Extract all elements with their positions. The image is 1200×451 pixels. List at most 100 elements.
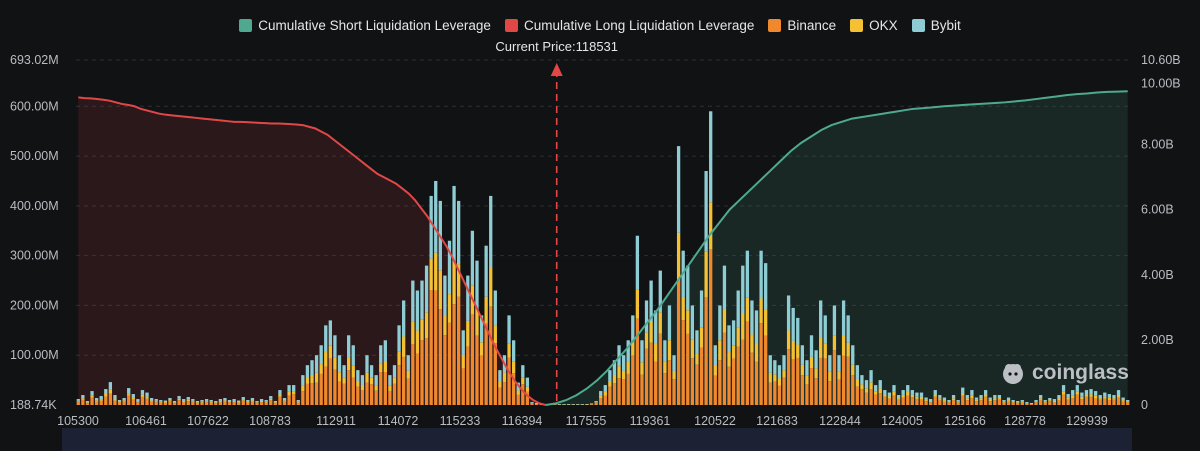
- bar-okx-198: [983, 394, 988, 397]
- bar-bybit-111: [585, 404, 589, 405]
- bar-binance-12: [131, 399, 135, 405]
- legend-swatch-binance: [768, 19, 782, 32]
- bar-binance-162: [819, 357, 823, 405]
- bar-bybit-209: [1034, 400, 1038, 402]
- range-scrollbar[interactable]: [62, 428, 1132, 451]
- bar-okx-219: [1080, 396, 1084, 400]
- bar-okx-57: [337, 372, 342, 382]
- bar-binance-99: [530, 403, 534, 405]
- bar-bybit-26: [195, 401, 200, 403]
- bar-okx-79: [438, 270, 442, 310]
- legend-label-binance: Binance: [787, 18, 837, 33]
- bar-bybit-58: [342, 365, 346, 378]
- bar-binance-8: [113, 400, 117, 405]
- bar-bybit-217: [1071, 390, 1075, 396]
- bar-okx-154: [782, 370, 786, 378]
- bar-okx-141: [722, 309, 727, 333]
- bar-binance-128: [663, 373, 667, 405]
- bar-bybit-53: [319, 345, 323, 365]
- bar-okx-12: [131, 397, 135, 400]
- bar-okx-113: [594, 402, 598, 403]
- bar-bybit-161: [814, 350, 818, 369]
- bar-bybit-15: [145, 392, 149, 397]
- legend-item-bybit[interactable]: Bybit: [911, 18, 961, 33]
- bar-bybit-205: [1016, 401, 1020, 403]
- bar-bybit-50: [305, 365, 310, 378]
- bar-okx-131: [676, 232, 681, 281]
- bar-bybit-32: [223, 398, 227, 401]
- bar-okx-145: [741, 313, 745, 340]
- bar-bybit-85: [466, 275, 470, 321]
- bar-okx-76: [424, 312, 429, 339]
- bar-okx-147: [750, 334, 754, 353]
- bar-okx-35: [237, 402, 241, 403]
- legend-item-long[interactable]: Cumulative Long Liquidation Leverage: [504, 18, 754, 33]
- bar-bybit-48: [296, 400, 300, 402]
- bar-bybit-152: [773, 360, 777, 375]
- legend-item-short[interactable]: Cumulative Short Liquidation Leverage: [239, 18, 491, 33]
- bar-okx-27: [200, 401, 204, 403]
- bar-okx-127: [658, 312, 662, 334]
- bar-binance-184: [919, 399, 924, 405]
- bar-okx-155: [786, 330, 791, 350]
- bar-binance-228: [1121, 401, 1125, 405]
- bar-binance-95: [511, 373, 516, 405]
- bar-binance-201: [997, 399, 1002, 405]
- bar-bybit-189: [942, 397, 947, 401]
- bar-okx-13: [136, 401, 140, 403]
- bar-bybit-204: [1011, 400, 1015, 402]
- bar-binance-64: [369, 384, 374, 405]
- bar-binance-224: [1103, 398, 1107, 405]
- bar-bybit-156: [791, 307, 795, 341]
- bar-okx-133: [686, 310, 690, 334]
- bar-binance-48: [296, 402, 300, 405]
- bar-okx-24: [186, 399, 190, 402]
- y-right-tick-1: 2.00B: [1141, 333, 1174, 347]
- bar-okx-132: [681, 296, 685, 321]
- bar-bybit-158: [800, 345, 804, 365]
- bar-bybit-63: [365, 355, 369, 373]
- legend-item-okx[interactable]: OKX: [850, 18, 898, 33]
- bar-binance-144: [736, 346, 740, 405]
- bar-bybit-76: [424, 265, 429, 313]
- bar-bybit-34: [232, 399, 236, 401]
- bar-bybit-39: [255, 401, 259, 403]
- bar-okx-215: [1061, 391, 1066, 395]
- bar-okx-15: [145, 396, 149, 399]
- bar-bybit-31: [218, 399, 223, 401]
- bar-bybit-168: [846, 315, 850, 343]
- bar-okx-196: [974, 399, 979, 402]
- bar-bybit-6: [104, 389, 108, 395]
- bar-bybit-51: [310, 360, 314, 375]
- bar-bybit-138: [709, 111, 713, 203]
- bar-bybit-170: [855, 365, 859, 379]
- bar-binance-215: [1061, 394, 1066, 405]
- bar-binance-191: [951, 400, 956, 405]
- bar-bybit-68: [388, 375, 392, 386]
- bar-bybit-210: [1038, 395, 1043, 399]
- bar-bybit-211: [1043, 400, 1047, 402]
- bar-bybit-86: [470, 230, 475, 286]
- bar-okx-34: [232, 400, 236, 402]
- y-left-tick-0: 188.74K: [10, 398, 57, 412]
- legend-item-binance[interactable]: Binance: [768, 18, 836, 33]
- bar-bybit-14: [140, 390, 145, 395]
- bar-binance-129: [667, 360, 672, 405]
- bar-bybit-10: [122, 398, 126, 401]
- bar-bybit-94: [507, 315, 511, 344]
- bar-bybit-122: [635, 235, 640, 290]
- bar-binance-61: [356, 386, 360, 405]
- bar-bybit-192: [956, 400, 960, 402]
- bar-bybit-44: [278, 390, 282, 395]
- bar-okx-94: [507, 343, 511, 358]
- bar-binance-32: [223, 401, 227, 405]
- y-right-tick-2: 4.00B: [1141, 268, 1174, 282]
- bar-binance-223: [1098, 399, 1102, 405]
- bar-okx-208: [1029, 403, 1034, 405]
- bar-bybit-180: [901, 390, 905, 395]
- bar-binance-98: [525, 391, 530, 405]
- bar-okx-209: [1034, 401, 1038, 403]
- bar-binance-150: [764, 335, 768, 405]
- bar-bybit-121: [631, 315, 635, 343]
- bar-bybit-143: [731, 320, 736, 346]
